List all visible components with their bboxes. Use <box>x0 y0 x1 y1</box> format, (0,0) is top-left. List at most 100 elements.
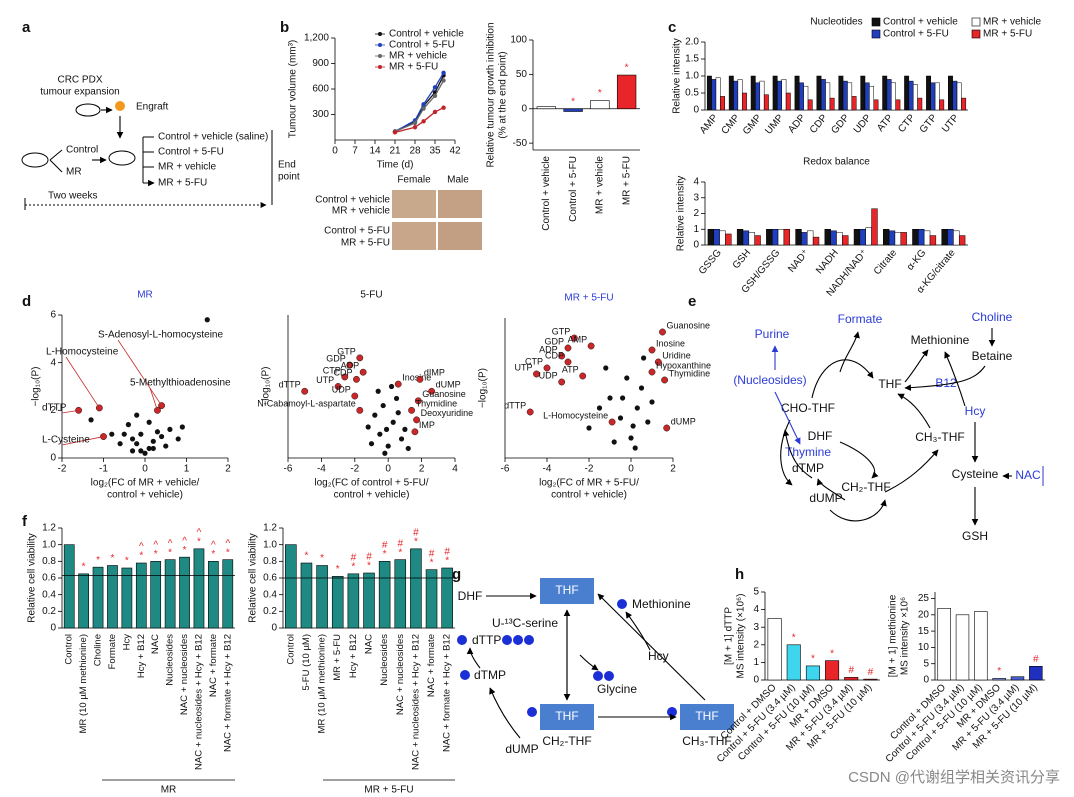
point <box>413 416 420 424</box>
x-tick-label: 2 <box>419 464 425 475</box>
y-tick-label: 1 <box>753 657 759 668</box>
arrow <box>904 365 986 391</box>
photo <box>438 222 482 250</box>
node: Methionine <box>632 597 691 611</box>
bar <box>912 229 919 246</box>
y-tick-label: 2 <box>50 405 56 416</box>
node: B12 <box>935 376 957 390</box>
row-label: Control + 5-FU <box>324 226 390 237</box>
x-tick-label: α-KG <box>905 247 929 272</box>
bar <box>748 232 755 246</box>
bar <box>798 82 804 111</box>
x-tick-label: NAC <box>364 634 375 654</box>
significance: * <box>305 551 309 562</box>
point <box>648 368 656 376</box>
box <box>540 578 594 604</box>
point-label: CDP <box>333 368 352 378</box>
point-label: Guanosine <box>422 389 466 399</box>
point <box>385 443 391 449</box>
y-axis-label: Relative tumour growth inhibition <box>486 22 497 167</box>
point <box>383 426 390 432</box>
x-tick-label: Choline <box>93 634 104 666</box>
node: CH₂-THF <box>841 480 890 494</box>
bar <box>78 573 89 629</box>
point <box>587 342 595 350</box>
mouse <box>108 150 136 166</box>
point-label: dUMP <box>671 416 696 426</box>
significance: * <box>830 648 834 659</box>
x-tick-label: GSH <box>731 248 753 272</box>
bar <box>869 85 875 111</box>
point <box>204 317 210 323</box>
chart-title: Redox balance <box>803 157 870 168</box>
point <box>402 426 408 432</box>
x-tick-label: GSSG <box>697 247 724 276</box>
y-tick-label: 0 <box>753 675 759 686</box>
x-tick-label: NAC + formate + Hcy + B12 <box>442 634 453 752</box>
node: Hcy <box>648 649 669 663</box>
x-tick-label: 4 <box>452 464 458 475</box>
node: Purine <box>755 327 790 341</box>
bar <box>772 75 778 111</box>
y-tick-label: 3 <box>753 622 759 633</box>
significance: * <box>211 549 215 560</box>
bar <box>955 614 970 681</box>
legend-swatch <box>871 17 881 27</box>
panel-label: f <box>22 513 28 530</box>
node: THF <box>555 709 578 723</box>
significance: # <box>366 552 372 563</box>
point <box>638 385 645 391</box>
bar <box>908 80 914 111</box>
x-tick-label: ATP <box>875 112 896 134</box>
point <box>159 433 165 440</box>
y-tick-label: 0.5 <box>685 88 699 99</box>
bar <box>347 573 360 629</box>
bar <box>742 92 747 111</box>
significance: * <box>197 536 201 547</box>
point <box>95 404 103 412</box>
bar <box>766 229 773 246</box>
point <box>175 436 181 442</box>
y-tick-label: 50 <box>516 69 528 80</box>
panel-label: e <box>688 293 696 310</box>
bar <box>777 229 785 246</box>
point-label: dTTP <box>504 400 526 410</box>
mouse <box>21 152 49 168</box>
x-axis-label: control + vehicle) <box>551 490 627 501</box>
significance: # <box>413 527 419 538</box>
bar <box>918 229 925 246</box>
y-tick-label: 0 <box>521 103 527 114</box>
node: GSH <box>962 529 988 543</box>
mouse <box>75 103 101 117</box>
bar <box>164 559 176 629</box>
y-tick-label: 5 <box>753 587 759 598</box>
panel-label: b <box>280 19 289 36</box>
point <box>412 125 418 130</box>
y-tick-label: 4 <box>50 357 56 368</box>
y-tick-label: 100 <box>510 35 527 46</box>
point <box>129 436 136 442</box>
arrow <box>839 331 860 373</box>
panel-e: Purine Formate Choline Methionine Betain… <box>733 310 1044 543</box>
point-label: L-Homocysteine <box>543 410 608 420</box>
y-axis-label: −log₁₀(P) <box>261 366 272 406</box>
point <box>146 445 152 452</box>
significance: * <box>811 654 815 665</box>
bar <box>830 230 837 246</box>
x-tick-label: -2 <box>58 464 67 475</box>
node: (Nucleosides) <box>733 373 806 387</box>
bar <box>733 80 739 111</box>
legend-label: Control + 5-FU <box>883 29 949 40</box>
bar <box>992 678 1006 681</box>
bar <box>394 559 407 629</box>
x-axis-label: control + vehicle) <box>107 490 183 501</box>
y-axis-label: Relative intensity <box>672 38 683 114</box>
point <box>596 405 603 411</box>
bar <box>208 561 219 629</box>
point-label: dTTP <box>279 380 301 390</box>
point-label: CTP <box>323 365 341 375</box>
arrow <box>774 391 801 445</box>
node: Formate <box>838 312 883 326</box>
y-tick-label: 0.4 <box>42 589 56 600</box>
